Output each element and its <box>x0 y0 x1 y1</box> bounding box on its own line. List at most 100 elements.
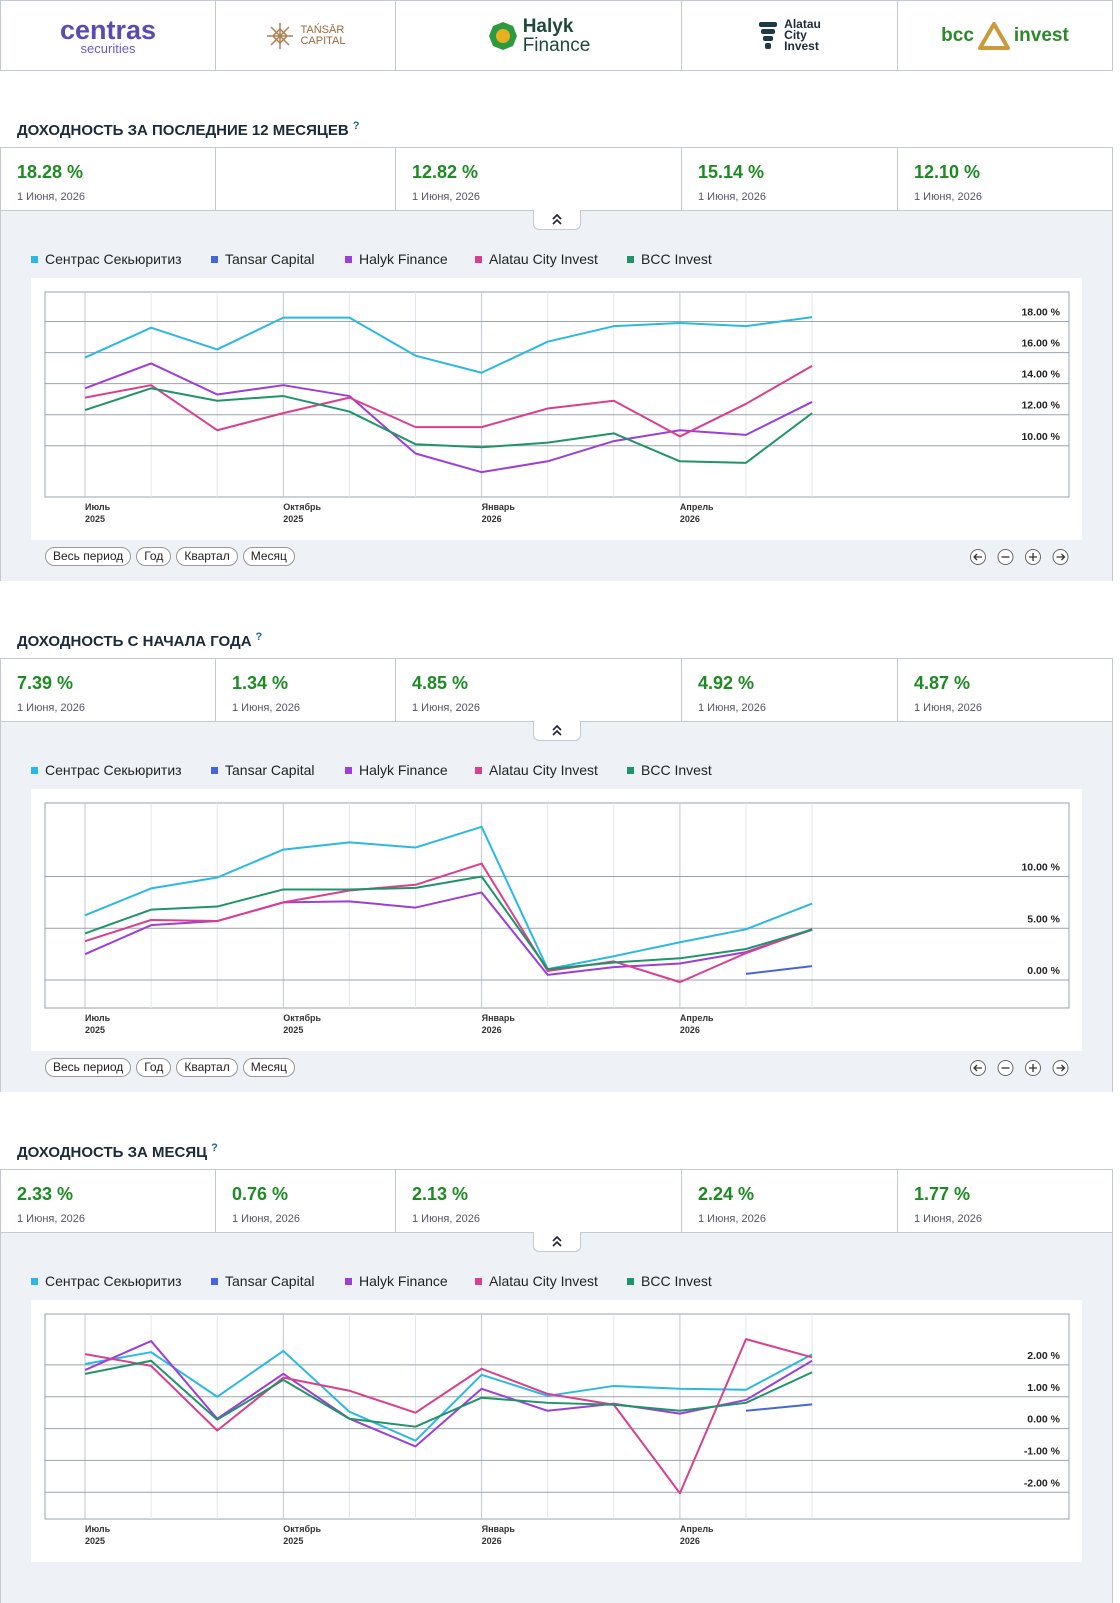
legend-item[interactable]: Tansar Capital <box>211 251 315 267</box>
nav-button[interactable] <box>970 1060 986 1076</box>
series-line <box>84 387 813 464</box>
collapse-icon <box>552 213 562 225</box>
range-button[interactable]: Месяц <box>242 1058 295 1077</box>
logo-text: bcc <box>941 24 974 46</box>
logo-text: Halyk <box>522 15 574 37</box>
legend-item[interactable]: BCC Invest <box>627 1273 712 1289</box>
title-text: ДОХОДНОСТЬ ЗА МЕСЯЦ <box>17 1144 208 1161</box>
stat-cell: 0.76 % 1 Июня, 2026 <box>215 1169 396 1233</box>
stat-cell: 12.10 % 1 Июня, 2026 <box>897 147 1113 211</box>
logo-tansar[interactable]: TAŃSĀR CAPITAL <box>215 0 396 71</box>
logo-icon <box>488 21 517 50</box>
stat-value: 18.28 % <box>17 162 84 182</box>
stat-date: 1 Июня, 2026 <box>17 1213 85 1225</box>
legend-label: BCC Invest <box>641 762 712 778</box>
title-text: ДОХОДНОСТЬ ЗА ПОСЛЕДНИЕ 12 МЕСЯЦЕВ <box>17 122 349 139</box>
stat-date: 1 Июня, 2026 <box>17 191 85 203</box>
range-button[interactable]: Квартал <box>176 547 238 566</box>
section-title: ДОХОДНОСТЬ ЗА МЕСЯЦ? <box>17 1142 218 1161</box>
y-tick-label: 0.00 % <box>1027 965 1060 977</box>
stat-value: 0.76 % <box>232 1184 289 1204</box>
nav-glyph <box>1029 553 1037 561</box>
section-title: ДОХОДНОСТЬ С НАЧАЛА ГОДА? <box>17 631 262 650</box>
range-button[interactable]: Весь период <box>45 547 132 566</box>
legend-item[interactable]: BCC Invest <box>627 762 712 778</box>
legend-swatch <box>475 255 482 263</box>
legend-item[interactable]: Сентрас Секьюритиз <box>31 251 182 267</box>
range-button[interactable]: Месяц <box>242 547 295 566</box>
logo-subtext: CAPITAL <box>300 34 346 47</box>
nav-button[interactable] <box>1025 549 1041 565</box>
legend-item[interactable]: Tansar Capital <box>211 762 315 778</box>
nav-button[interactable] <box>970 549 986 565</box>
stat-cell: 1.34 % 1 Июня, 2026 <box>215 658 396 722</box>
y-tick-label: 14.00 % <box>1021 369 1060 381</box>
stat-cell: 4.92 % 1 Июня, 2026 <box>681 658 898 722</box>
series-line <box>84 891 813 976</box>
legend-item[interactable]: Сентрас Секьюритиз <box>31 1273 182 1289</box>
series-line <box>84 1338 813 1495</box>
logo-bcc[interactable]: bcc invest <box>897 0 1113 71</box>
nav-button[interactable] <box>997 1060 1014 1076</box>
series-line <box>84 1359 813 1428</box>
logo-centras[interactable]: centras securities <box>0 0 216 71</box>
stat-value: 2.33 % <box>17 1184 74 1204</box>
range-button[interactable]: Весь период <box>45 1058 132 1077</box>
stat-cell: 7.39 % 1 Июня, 2026 <box>0 658 216 722</box>
legend-swatch <box>345 1277 352 1285</box>
legend-item[interactable]: Tansar Capital <box>211 1273 315 1289</box>
stat-value: 12.82 % <box>412 162 479 182</box>
help-icon[interactable]: ? <box>352 120 360 132</box>
legend-label: Tansar Capital <box>225 251 315 267</box>
legend-item[interactable]: Halyk Finance <box>345 1273 448 1289</box>
logo-halyk[interactable]: Halyk Finance <box>395 0 682 71</box>
legend-label: Сентрас Секьюритиз <box>45 1273 182 1289</box>
stat-cell: 4.87 % 1 Июня, 2026 <box>897 658 1113 722</box>
x-tick-label: Октябрь 2025 <box>283 502 322 524</box>
y-tick-label: 5.00 % <box>1027 913 1060 925</box>
x-tick-label: Апрель 2026 <box>679 502 714 524</box>
logo-icon <box>267 22 294 49</box>
legend-swatch <box>627 766 634 774</box>
legend-item[interactable]: BCC Invest <box>627 251 712 267</box>
legend-swatch <box>475 1277 482 1285</box>
logo-subtext: Finance <box>522 34 591 56</box>
legend-item[interactable]: Halyk Finance <box>345 251 448 267</box>
nav-glyph <box>1056 553 1066 561</box>
collapse-icon <box>552 724 562 736</box>
stat-value: 1.34 % <box>232 673 289 693</box>
stat-cell: 12.82 % 1 Июня, 2026 <box>395 147 682 211</box>
logo-text: Alatau <box>784 17 821 31</box>
legend-swatch <box>31 1277 38 1285</box>
legend-item[interactable]: Alatau City Invest <box>475 762 598 778</box>
stat-date: 1 Июня, 2026 <box>914 191 982 203</box>
y-tick-label: 10.00 % <box>1021 862 1060 874</box>
series-line <box>84 862 813 984</box>
legend-item[interactable]: Alatau City Invest <box>475 251 598 267</box>
range-button[interactable]: Год <box>136 1058 172 1077</box>
collapse-button[interactable] <box>533 721 581 741</box>
legend-item[interactable]: Сентрас Секьюритиз <box>31 762 182 778</box>
stat-cell: 2.13 % 1 Июня, 2026 <box>395 1169 682 1233</box>
nav-button[interactable] <box>1052 1060 1069 1076</box>
series-line <box>84 365 813 438</box>
legend-label: Halyk Finance <box>359 1273 448 1289</box>
nav-button[interactable] <box>1052 549 1069 565</box>
legend-item[interactable]: Halyk Finance <box>345 762 448 778</box>
logo-subtext: securities <box>80 40 136 56</box>
logo-alatau[interactable]: Alatau City Invest <box>681 0 898 71</box>
help-icon[interactable]: ? <box>255 631 263 643</box>
collapse-button[interactable] <box>533 1232 581 1252</box>
range-button[interactable]: Квартал <box>176 1058 238 1077</box>
legend-swatch <box>345 766 352 774</box>
legend-item[interactable]: Alatau City Invest <box>475 1273 598 1289</box>
nav-button[interactable] <box>997 549 1014 565</box>
range-button[interactable]: Год <box>136 547 172 566</box>
legend-label: BCC Invest <box>641 1273 712 1289</box>
legend-swatch <box>211 255 218 263</box>
help-icon[interactable]: ? <box>211 1142 218 1154</box>
nav-button[interactable] <box>1025 1060 1041 1076</box>
collapse-button[interactable] <box>533 210 581 230</box>
legend-label: Сентрас Секьюритиз <box>45 762 182 778</box>
